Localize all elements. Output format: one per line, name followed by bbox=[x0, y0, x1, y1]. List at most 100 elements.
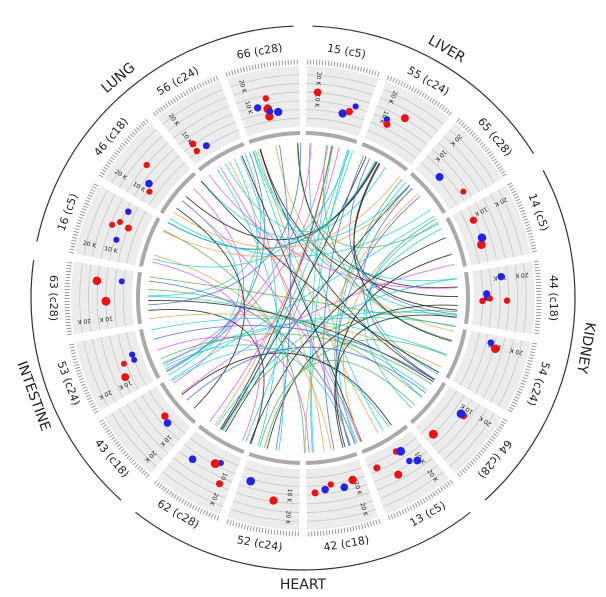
segment-label: 42 (c18) bbox=[322, 533, 370, 554]
ring-line bbox=[306, 109, 365, 121]
ring-line bbox=[306, 500, 373, 513]
ring-line bbox=[306, 467, 362, 479]
dot bbox=[269, 496, 278, 505]
ring-line bbox=[490, 338, 515, 403]
link bbox=[181, 200, 361, 443]
ring-line bbox=[184, 121, 236, 152]
dot bbox=[246, 476, 255, 486]
ring-line bbox=[184, 444, 236, 475]
track bbox=[104, 386, 191, 474]
ring-line bbox=[111, 129, 157, 184]
ring-line bbox=[482, 198, 506, 259]
dot bbox=[490, 344, 500, 354]
dot bbox=[486, 295, 493, 302]
axis-label: 10 K bbox=[313, 94, 321, 109]
axis-label: 20 K bbox=[76, 317, 91, 325]
link bbox=[156, 336, 310, 453]
track bbox=[415, 386, 502, 474]
dot bbox=[145, 179, 153, 188]
link bbox=[353, 163, 452, 342]
inner-arc bbox=[159, 381, 197, 425]
link bbox=[245, 151, 354, 443]
axis-label: 20 K bbox=[284, 510, 292, 525]
ring-line bbox=[238, 100, 300, 112]
ring-line bbox=[178, 450, 233, 483]
ring-line bbox=[91, 193, 116, 258]
dot bbox=[348, 475, 357, 485]
segment-label: 66 (c28) bbox=[236, 41, 284, 62]
outer-ticks bbox=[64, 260, 73, 336]
link bbox=[185, 161, 378, 241]
group-arc bbox=[484, 170, 576, 501]
ring-line bbox=[162, 89, 224, 125]
dot bbox=[118, 278, 125, 285]
dot bbox=[352, 103, 359, 110]
ring-line bbox=[126, 403, 169, 454]
dot bbox=[253, 104, 262, 112]
link bbox=[162, 188, 413, 258]
ring-line bbox=[437, 142, 480, 193]
track bbox=[364, 81, 450, 166]
link bbox=[311, 149, 350, 453]
ring-line bbox=[367, 437, 417, 467]
dot bbox=[215, 480, 224, 488]
ring-line bbox=[306, 484, 368, 496]
ring-line bbox=[379, 464, 439, 499]
ring-line bbox=[306, 74, 376, 88]
ring-line bbox=[306, 117, 362, 129]
link bbox=[264, 339, 448, 449]
ring-line bbox=[367, 129, 417, 159]
link bbox=[173, 187, 245, 384]
dot bbox=[394, 470, 403, 479]
dot bbox=[131, 356, 138, 363]
link bbox=[152, 261, 261, 441]
link bbox=[362, 187, 436, 380]
link bbox=[148, 309, 265, 445]
link bbox=[166, 200, 240, 373]
outer-ticks bbox=[386, 75, 454, 117]
link bbox=[249, 237, 446, 444]
ring-line bbox=[230, 74, 300, 88]
outer-ticks bbox=[456, 118, 508, 178]
link bbox=[216, 168, 285, 452]
dot bbox=[487, 339, 495, 347]
ring-line bbox=[167, 464, 227, 499]
ring-line bbox=[148, 162, 186, 206]
ring-line bbox=[233, 500, 300, 513]
link bbox=[309, 145, 334, 453]
ring-line bbox=[449, 412, 495, 467]
link bbox=[259, 359, 416, 447]
outer-ticks bbox=[152, 75, 220, 117]
dot bbox=[124, 224, 132, 232]
link bbox=[208, 174, 458, 289]
group-label: LUNG bbox=[99, 60, 139, 97]
link bbox=[201, 180, 410, 241]
dot bbox=[121, 373, 130, 382]
ring-line bbox=[420, 162, 458, 206]
link bbox=[308, 143, 384, 431]
axis-label: 10 K bbox=[103, 245, 119, 255]
axis-label: 20 K bbox=[237, 79, 248, 95]
outer-ticks bbox=[507, 182, 538, 254]
link bbox=[323, 155, 365, 450]
dot bbox=[383, 116, 391, 123]
inner-arc bbox=[139, 329, 161, 379]
ring-line bbox=[376, 457, 433, 491]
ring-line bbox=[490, 193, 515, 258]
ring-line bbox=[167, 97, 227, 132]
inner-arc bbox=[463, 271, 470, 325]
ring-line bbox=[437, 403, 480, 454]
link bbox=[152, 149, 350, 268]
link bbox=[335, 253, 452, 448]
ring-line bbox=[118, 408, 163, 461]
ring-line bbox=[443, 135, 488, 188]
dot bbox=[92, 276, 102, 286]
link bbox=[171, 348, 390, 428]
dot bbox=[265, 112, 274, 121]
inner-arc bbox=[445, 329, 467, 379]
group-label: KIDNEY bbox=[573, 321, 598, 375]
dot bbox=[435, 172, 444, 181]
inner-arc bbox=[139, 217, 161, 267]
ring-line bbox=[426, 394, 465, 441]
dot bbox=[101, 296, 111, 306]
